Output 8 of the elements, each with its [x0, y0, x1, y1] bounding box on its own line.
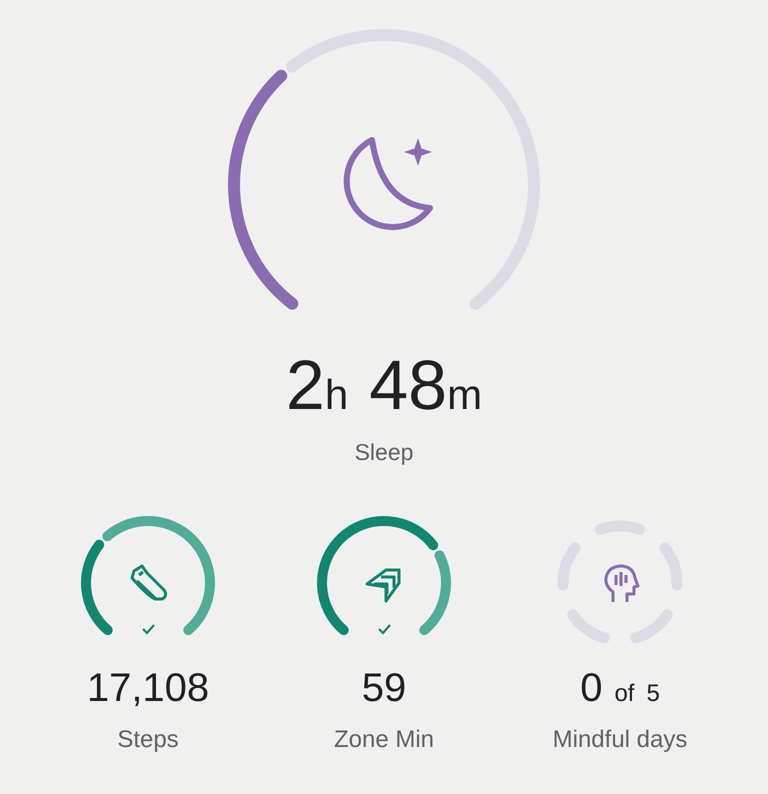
- text: Mindful days: [552, 726, 688, 754]
- text: Steps: [116, 726, 180, 754]
- text: 0 of 5: [580, 666, 660, 710]
- text: Sleep: [354, 439, 414, 467]
- text: 59: [362, 666, 406, 710]
- text: 17,108: [86, 666, 210, 710]
- text: 2h 48m: [286, 346, 482, 424]
- text: Zone Min: [332, 726, 436, 754]
